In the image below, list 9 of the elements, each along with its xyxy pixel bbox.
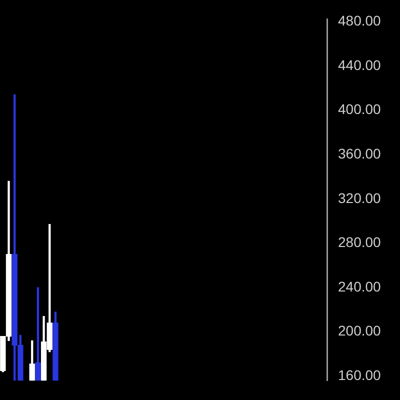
y-tick-label: 160.00: [338, 367, 382, 384]
y-tick-label: 400.00: [338, 101, 382, 118]
y-tick-label: 440.00: [338, 56, 382, 73]
y-tick-label: 240.00: [338, 278, 382, 294]
y-tick-label: 480.00: [338, 12, 382, 28]
y-tick-label: 280.00: [338, 234, 382, 250]
y-tick-label: 200.00: [338, 322, 382, 339]
y-tick-label: 360.00: [338, 145, 382, 162]
y-tick-label: 320.00: [338, 190, 382, 206]
